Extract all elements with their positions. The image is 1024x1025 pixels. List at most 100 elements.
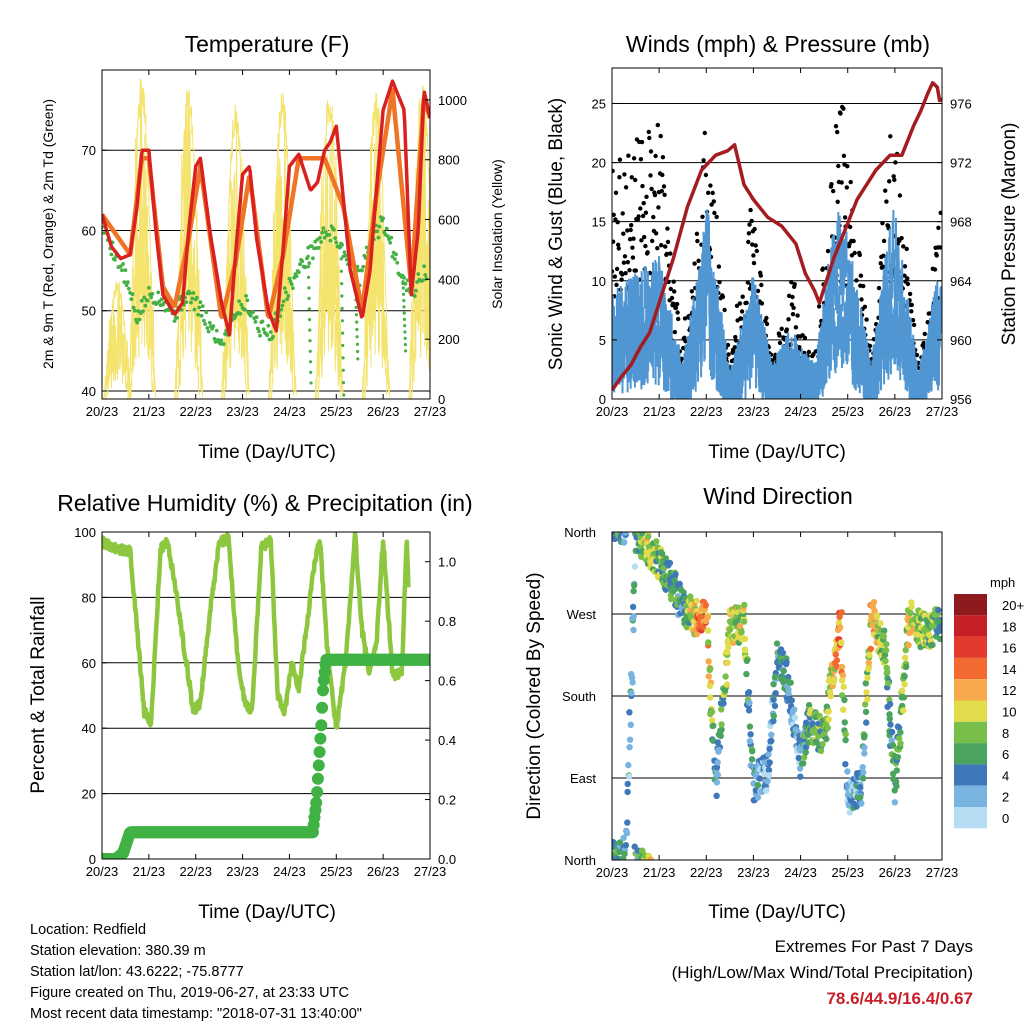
direction-point [853, 803, 860, 810]
dewpoint-point [323, 230, 328, 234]
gust-point [615, 220, 620, 225]
gust-point [857, 252, 862, 258]
direction-point [645, 533, 652, 540]
direction-point [901, 654, 909, 661]
gust-point [791, 305, 796, 310]
gust-point [759, 282, 764, 288]
gust-point [839, 180, 844, 185]
direction-point [897, 740, 904, 747]
direction-point [840, 683, 847, 690]
direction-point [713, 763, 721, 771]
gust-point [648, 173, 653, 178]
gust-point [631, 156, 637, 161]
gust-point [734, 303, 740, 308]
direction-point [893, 767, 900, 774]
dewpoint-point [134, 317, 138, 322]
direction-point [897, 729, 904, 736]
legend-swatch [954, 636, 987, 658]
gust-point [936, 225, 941, 230]
direction-point [883, 641, 890, 648]
extremes-values: 78.6/44.9/16.4/0.67 [826, 989, 973, 1008]
dewpoint-point [308, 339, 312, 343]
y-right-tick-label: 1.0 [438, 555, 456, 570]
dewpoint-point [212, 336, 217, 341]
dewpoint-point [341, 381, 346, 385]
direction-point [736, 622, 744, 629]
direction-point [779, 649, 787, 657]
dewpoint-point [308, 360, 313, 364]
direction-point [738, 628, 745, 636]
gust-point [907, 291, 913, 297]
dewpoint-point [307, 261, 312, 266]
direction-point [770, 681, 777, 688]
dewpoint-point [321, 226, 326, 231]
direction-point [653, 538, 660, 545]
gust-point [616, 246, 621, 251]
direction-point [898, 687, 906, 694]
direction-point [722, 673, 729, 680]
dewpoint-point [137, 317, 142, 322]
y-tick-label: 40 [82, 384, 96, 399]
gust-point [633, 177, 638, 183]
direction-point [936, 635, 942, 643]
direction-point [740, 618, 748, 625]
dewpoint-point [129, 297, 134, 301]
latlon-text: Station lat/lon: 43.6222; -75.8777 [30, 964, 244, 980]
gust-point [838, 111, 843, 116]
direction-point [772, 673, 779, 681]
direction-point [791, 714, 799, 721]
elevation-text: Station elevation: 380.39 m [30, 943, 206, 959]
direction-point [902, 646, 909, 654]
direction-point [770, 717, 777, 725]
gust-point [701, 158, 706, 163]
x-tick-label: 26/23 [367, 864, 400, 879]
winds-frame [611, 67, 943, 400]
dewpoint-point [381, 216, 385, 221]
dewpoint-point [281, 299, 286, 304]
winds-ylabel: Sonic Wind & Gust (Blue, Black) [546, 98, 567, 370]
y-tick-label: 70 [82, 143, 96, 158]
dewpoint-point [334, 240, 339, 245]
direction-point [713, 792, 720, 799]
direction-point [862, 680, 869, 687]
gust-point [630, 245, 635, 250]
direction-point [765, 751, 772, 758]
legend-label: 16 [1002, 641, 1016, 656]
dewpoint-point [401, 273, 405, 277]
direction-point [639, 847, 646, 854]
dewpoint-point [308, 328, 312, 332]
direction-point [803, 719, 810, 726]
direction-point [873, 612, 881, 619]
dewpoint-point [308, 349, 312, 353]
dewpoint-point [121, 262, 125, 266]
dewpoint-point [355, 320, 359, 324]
gust-point [627, 268, 632, 273]
precip-point [423, 653, 430, 666]
gust-point [636, 214, 641, 219]
dewpoint-point [360, 268, 364, 273]
direction-point [741, 601, 748, 609]
direction-point [746, 738, 754, 745]
dewpoint-point [422, 264, 426, 269]
dewpoint-point [261, 327, 266, 332]
direction-point [797, 747, 804, 754]
dewpoint-point [412, 294, 417, 298]
gust-point [893, 160, 898, 165]
y-right-tick-label: 0 [438, 392, 445, 407]
direction-point [705, 673, 712, 680]
direction-point [824, 724, 831, 731]
dewpoint-point [333, 236, 337, 241]
y-right-tick-label: 1000 [438, 93, 467, 108]
dewpoint-point [403, 324, 407, 328]
dewpoint-point [307, 286, 311, 290]
gust-point [639, 139, 645, 145]
x-tick-label: 20/23 [86, 404, 119, 419]
dewpoint-point [265, 333, 270, 338]
legend-title: mph [990, 575, 1015, 590]
dewpoint-point [311, 256, 315, 261]
gust-point [744, 300, 749, 305]
gust-point [852, 250, 857, 256]
y-right-tick-label: 972 [950, 156, 972, 171]
dewpoint-point [402, 276, 407, 280]
